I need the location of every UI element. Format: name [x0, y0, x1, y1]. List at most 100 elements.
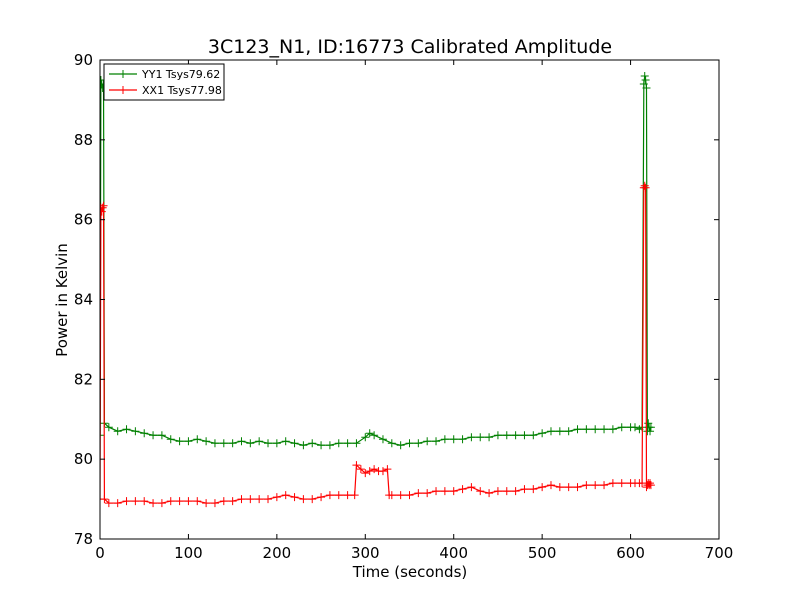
- x-tick-label: 100: [174, 544, 203, 562]
- legend-label-0: YY1 Tsys79.62: [141, 68, 220, 81]
- data-point: [219, 497, 228, 506]
- data-point: [100, 431, 104, 440]
- data-point: [608, 479, 617, 488]
- data-point: [476, 433, 485, 442]
- data-point: [184, 497, 193, 506]
- data-point: [325, 441, 334, 450]
- data-point: [529, 485, 538, 494]
- data-point: [361, 433, 370, 442]
- data-point: [414, 489, 423, 498]
- data-point: [193, 497, 202, 506]
- data-point: [317, 441, 326, 450]
- data-point: [104, 499, 113, 508]
- data-point: [573, 425, 582, 434]
- data-point: [350, 491, 359, 500]
- data-point: [184, 437, 193, 446]
- data-point: [219, 439, 228, 448]
- data-point: [440, 487, 449, 496]
- data-point: [264, 495, 273, 504]
- data-point: [600, 481, 609, 490]
- data-point: [405, 491, 414, 500]
- data-point: [166, 497, 175, 506]
- data-point: [440, 435, 449, 444]
- data-point: [100, 201, 108, 210]
- data-point: [467, 483, 476, 492]
- data-point: [343, 439, 352, 448]
- series-1: [100, 181, 655, 508]
- data-point: [237, 437, 246, 446]
- x-tick-label: 0: [95, 544, 105, 562]
- data-point: [396, 441, 405, 450]
- chart-title: 3C123_N1, ID:16773 Calibrated Amplitude: [208, 36, 612, 58]
- legend-marker-1: [119, 86, 127, 94]
- data-point: [646, 427, 655, 436]
- legend-box: [103, 63, 225, 101]
- x-tick-label: 300: [351, 544, 380, 562]
- x-tick-label: 200: [263, 544, 292, 562]
- data-point: [630, 423, 639, 432]
- data-point: [432, 437, 441, 446]
- data-point: [272, 493, 281, 502]
- data-point: [467, 433, 476, 442]
- data-point: [449, 435, 458, 444]
- data-point: [449, 487, 458, 496]
- data-point: [246, 495, 255, 504]
- data-point: [149, 431, 158, 440]
- y-tick-label: 88: [74, 131, 93, 149]
- data-point: [502, 487, 511, 496]
- data-point: [308, 439, 317, 448]
- data-point: [317, 493, 326, 502]
- data-point: [641, 183, 650, 192]
- data-point: [608, 425, 617, 434]
- data-point: [299, 441, 308, 450]
- data-point: [555, 427, 564, 436]
- data-point: [334, 491, 343, 500]
- y-tick-label: 86: [74, 211, 93, 229]
- data-point: [255, 437, 264, 446]
- data-point: [387, 439, 396, 448]
- data-point: [228, 439, 237, 448]
- data-point: [255, 495, 264, 504]
- data-point: [591, 425, 600, 434]
- data-point: [113, 499, 122, 508]
- data-point: [641, 75, 650, 84]
- data-point: [308, 495, 317, 504]
- data-point: [493, 487, 502, 496]
- data-point: [423, 437, 432, 446]
- data-point: [370, 465, 379, 474]
- data-point: [299, 495, 308, 504]
- data-point: [175, 437, 184, 446]
- data-point: [511, 431, 520, 440]
- y-tick-label: 84: [74, 291, 93, 309]
- data-point: [378, 435, 387, 444]
- data-point: [193, 435, 202, 444]
- data-point: [370, 431, 379, 440]
- data-point: [511, 487, 520, 496]
- data-point: [640, 71, 649, 80]
- data-point: [100, 495, 109, 504]
- data-point: [546, 427, 555, 436]
- data-point: [396, 491, 405, 500]
- data-point: [640, 181, 649, 190]
- data-point: [202, 437, 211, 446]
- data-point: [290, 493, 299, 502]
- data-point: [646, 479, 655, 488]
- y-tick-label: 78: [74, 530, 93, 548]
- data-point: [387, 491, 396, 500]
- y-tick-label: 90: [74, 51, 93, 69]
- legend: YY1 Tsys79.62 XX1 Tsys77.98: [103, 63, 225, 101]
- data-point: [210, 499, 219, 508]
- data-point: [157, 499, 166, 508]
- data-point: [365, 467, 374, 476]
- data-point: [175, 497, 184, 506]
- data-point: [538, 483, 547, 492]
- data-point: [104, 423, 113, 432]
- x-tick-label: 700: [705, 544, 734, 562]
- data-point: [100, 203, 107, 212]
- data-point: [140, 497, 149, 506]
- data-point: [352, 461, 361, 470]
- y-tick-label: 80: [74, 450, 93, 468]
- y-tick-label: 82: [74, 370, 93, 388]
